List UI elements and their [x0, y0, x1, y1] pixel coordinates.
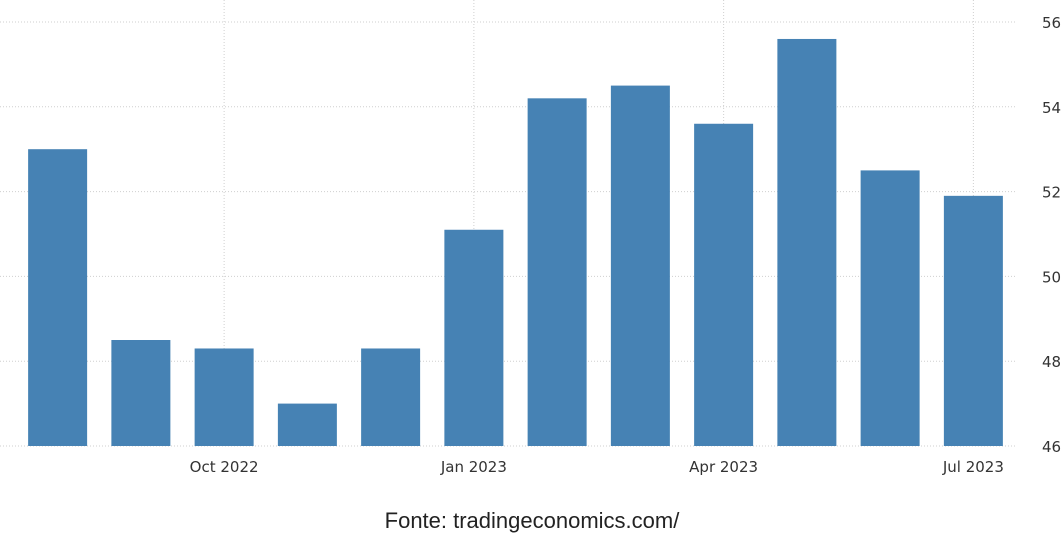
- bar-nov-2022: [277, 403, 337, 446]
- bar-jan-2023: [444, 229, 504, 446]
- y-axis-ticks: 46 48 50 52 54 56: [1042, 14, 1061, 456]
- x-tick-label: Oct 2022: [190, 458, 259, 476]
- y-tick-label: 46: [1042, 438, 1061, 456]
- bar-dec-2022: [361, 348, 421, 446]
- bar-jul-2023: [943, 195, 1003, 446]
- y-tick-label: 54: [1042, 99, 1061, 117]
- bar-mar-2023: [610, 85, 670, 446]
- bar-apr-2023: [694, 123, 754, 446]
- y-tick-label: 56: [1042, 14, 1061, 32]
- bar-aug-2022: [28, 149, 88, 446]
- y-tick-label: 52: [1042, 184, 1061, 202]
- source-caption: Fonte: tradingeconomics.com/: [384, 508, 680, 533]
- bar-jun-2023: [860, 170, 920, 446]
- x-axis-ticks: Oct 2022 Jan 2023 Apr 2023 Jul 2023: [190, 458, 1004, 476]
- x-tick-label: Jul 2023: [942, 458, 1004, 476]
- x-tick-label: Apr 2023: [689, 458, 758, 476]
- bar-oct-2022: [194, 348, 254, 446]
- bar-chart: 46 48 50 52 54 56 Oct 2022 Jan 2023 Apr 2023 Jul…: [0, 0, 1061, 476]
- bar-feb-2023: [527, 98, 587, 446]
- bar-sep-2022: [111, 340, 171, 446]
- bars: [28, 38, 1003, 447]
- y-tick-label: 50: [1042, 268, 1061, 286]
- y-tick-label: 48: [1042, 353, 1061, 371]
- bar-may-2023: [777, 38, 837, 447]
- x-tick-label: Jan 2023: [440, 458, 507, 476]
